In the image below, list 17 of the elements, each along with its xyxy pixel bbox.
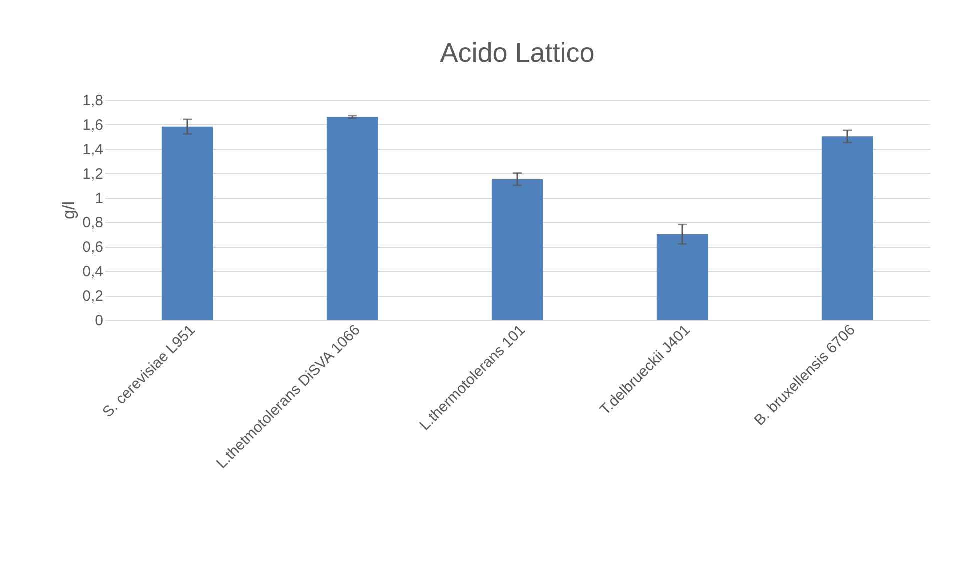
- bar: [656, 234, 708, 320]
- chart-title: Acido Lattico: [440, 38, 595, 68]
- y-tick-label: 0,2: [82, 288, 104, 306]
- y-tick-label: 1,6: [82, 116, 104, 134]
- y-tick-label: 0: [95, 312, 104, 330]
- y-tick-label: 0,4: [82, 264, 104, 281]
- y-tick-label: 1,2: [82, 166, 104, 183]
- bar: [822, 136, 874, 320]
- y-axis-title: g/l: [60, 202, 79, 220]
- y-tick-label: 1,4: [82, 141, 104, 158]
- y-tick-label: 0,8: [82, 214, 104, 232]
- bar: [326, 117, 378, 320]
- bar: [162, 126, 214, 320]
- y-tick-label: 1,8: [82, 92, 104, 110]
- y-tick-label: 0,6: [82, 239, 104, 256]
- y-tick-label: 1: [95, 190, 104, 208]
- bar: [492, 179, 544, 320]
